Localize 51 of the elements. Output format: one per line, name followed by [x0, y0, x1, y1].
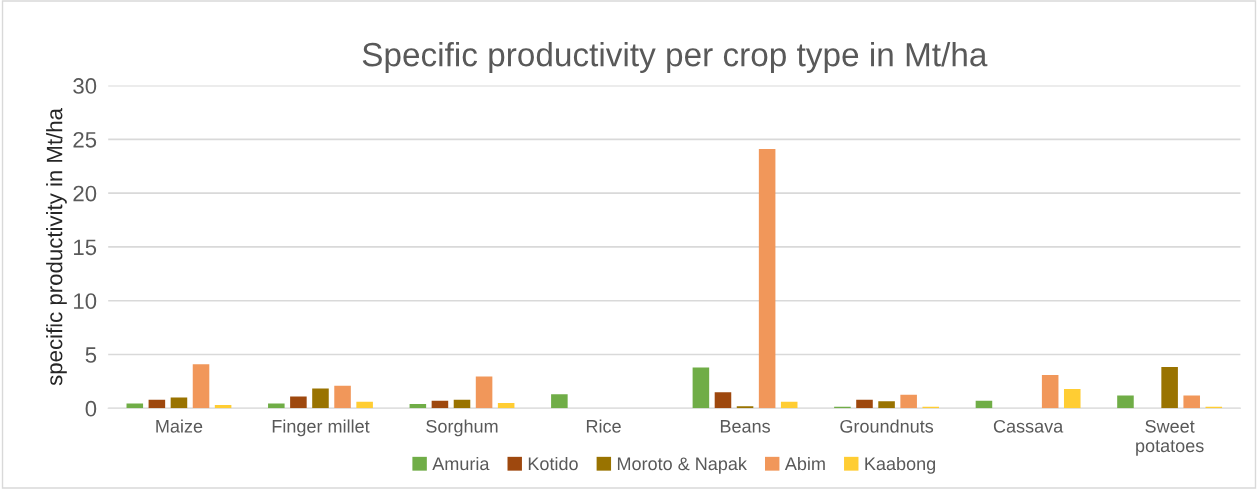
x-tick-label: Cassava: [993, 419, 1064, 433]
bar: [148, 399, 166, 409]
bar: [692, 367, 710, 409]
bar: [856, 399, 873, 409]
legend-label: Kotido: [528, 456, 578, 471]
x-tick-label: Groundnuts: [840, 419, 934, 433]
bar: [268, 403, 285, 409]
bar: [334, 385, 351, 409]
bar: [356, 401, 373, 409]
bar: [170, 397, 188, 409]
bar: [192, 364, 210, 409]
bar: [312, 388, 329, 409]
bar: [431, 400, 449, 409]
x-tick-label: Maize: [156, 419, 203, 433]
x-tick-label: Sorghum: [426, 419, 498, 437]
bar: [497, 402, 515, 409]
bar: [714, 392, 732, 409]
y-tick-label: 30: [73, 78, 97, 94]
x-tick-label: Sweet potatoes: [1136, 419, 1204, 456]
legend-label: Kaabong: [865, 456, 936, 474]
bar: [475, 376, 493, 409]
bar: [758, 149, 776, 409]
bar: [1183, 395, 1200, 409]
bar: [214, 405, 232, 409]
bar: [551, 394, 568, 409]
y-tick-label: 10: [74, 293, 97, 310]
bar: [975, 400, 993, 409]
bar: [290, 396, 307, 409]
legend-label: Moroto & Napak: [617, 456, 747, 474]
y-tick-label: 0: [85, 400, 97, 417]
legend-label: Amuria: [432, 456, 490, 471]
bar: [126, 403, 144, 409]
y-tick-label: 15: [74, 239, 97, 256]
bar: [1117, 395, 1134, 409]
bar: [409, 404, 427, 409]
x-tick-label: Rice: [586, 419, 621, 433]
chart-title: Specific productivity per crop type in Mt/ha: [362, 41, 988, 74]
bar: [900, 394, 917, 409]
y-tick-label: 25: [73, 131, 97, 148]
bar: [878, 401, 895, 409]
x-tick-label: Beans: [720, 420, 770, 433]
bar: [1161, 366, 1178, 409]
legend-label: Abim: [784, 456, 825, 471]
x-tick-label: Finger millet: [272, 419, 370, 437]
bar: [1063, 388, 1081, 409]
y-tick-label: 20: [73, 185, 97, 202]
bar: [1041, 374, 1059, 409]
bar: [780, 401, 798, 409]
y-axis-title: specific productivity in Mt/ha: [46, 108, 67, 386]
bar: [453, 399, 471, 409]
y-tick-label: 5: [85, 347, 97, 363]
